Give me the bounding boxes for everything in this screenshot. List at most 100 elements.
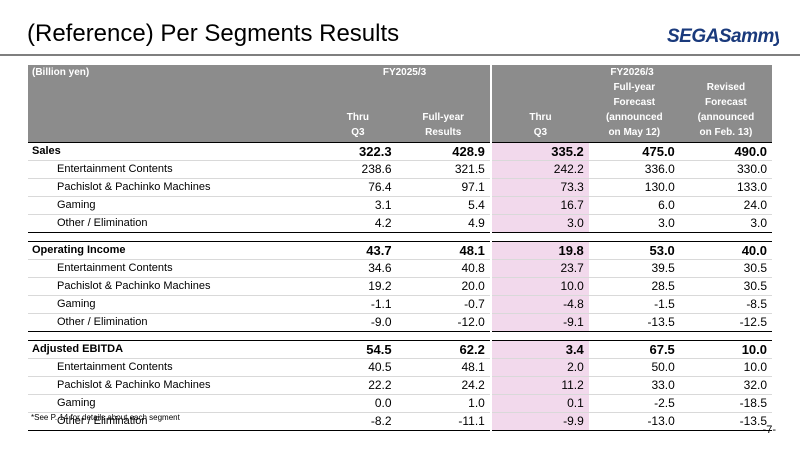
value-cell: 48.1 (396, 358, 490, 377)
value-cell: -13.5 (679, 412, 772, 431)
column-header-line: Forecast (705, 97, 747, 108)
value-cell: 1.0 (396, 394, 490, 413)
row-label: Entertainment Contents (28, 259, 320, 278)
value-cell: 32.0 (679, 376, 772, 395)
spacer-cell (492, 331, 589, 341)
value-cell: -9.1 (492, 313, 589, 332)
value-cell: -8.5 (679, 295, 772, 314)
value-cell: 10.0 (492, 277, 589, 296)
column-header-line (319, 95, 396, 110)
value-cell: 43.7 (319, 241, 397, 260)
segment-row: Other / Elimination -9.0 -12.0 -9.1 -13.5 -12… (28, 313, 772, 332)
row-label: Entertainment Contents (28, 358, 320, 377)
column-header-line (319, 80, 396, 95)
value-cell: 0.0 (319, 394, 397, 413)
value-cell: 39.5 (588, 259, 680, 278)
value-cell: 19.8 (492, 241, 589, 260)
value-cell: -0.7 (396, 295, 490, 314)
value-cell: -18.5 (679, 394, 772, 413)
spacer-cell (396, 232, 490, 242)
row-label: Pachislot & Pachinko Machines (28, 277, 320, 296)
footnote: *See P. 14 for details about each segmen… (31, 413, 180, 422)
value-cell: -1.5 (588, 295, 680, 314)
value-cell: 336.0 (588, 160, 680, 179)
spacer-cell (319, 331, 397, 341)
value-cell: -11.1 (396, 412, 490, 431)
value-cell: 133.0 (679, 178, 772, 197)
value-cell: 475.0 (588, 142, 680, 161)
value-cell: 24.2 (396, 376, 490, 395)
group-total-row: Operating Income 43.7 48.1 19.8 53.0 40.0 (28, 241, 772, 260)
column-header-line: on Feb. 13) (699, 127, 753, 138)
value-cell: -2.5 (588, 394, 680, 413)
column-header-line: Q3 (533, 127, 548, 138)
row-label: Entertainment Contents (28, 160, 320, 179)
column-header-line (397, 95, 490, 110)
value-cell: 48.1 (396, 241, 490, 260)
column-header-line: Thru (529, 112, 552, 123)
segment-row: Entertainment Contents 40.5 48.1 2.0 50.0 10.… (28, 358, 772, 377)
value-cell: 50.0 (588, 358, 680, 377)
value-cell: 3.1 (319, 196, 397, 215)
segment-results-table-container: (Billion yen) FY2025/3 FY2026/3 Thru Q3 F… (28, 65, 772, 431)
column-header-line: Thru (346, 112, 369, 123)
value-cell: 335.2 (492, 142, 589, 161)
value-cell: 16.7 (492, 196, 589, 215)
column-header-line (492, 95, 589, 110)
value-cell: -13.5 (588, 313, 680, 332)
spacer-cell (489, 232, 493, 242)
value-cell: 30.5 (679, 277, 772, 296)
value-cell: -4.8 (492, 295, 589, 314)
value-cell: 28.5 (588, 277, 680, 296)
column-header-5: Revised Forecast (announced on Feb. 13) (679, 80, 772, 143)
value-cell: 3.0 (492, 214, 589, 233)
value-cell: 67.5 (588, 340, 680, 359)
value-cell: 40.8 (396, 259, 490, 278)
segment-row: Gaming 3.1 5.4 16.7 6.0 24.0 (28, 196, 772, 215)
row-label: Other / Elimination (28, 313, 320, 332)
column-spacer (489, 214, 493, 233)
column-header-line: (announced (605, 112, 663, 123)
value-cell: 73.3 (492, 178, 589, 197)
column-spacer (489, 196, 493, 215)
value-cell: 0.1 (492, 394, 589, 413)
page-number: -7- (762, 424, 776, 436)
value-cell: -9.9 (492, 412, 589, 431)
column-spacer (489, 160, 493, 179)
row-label: Pachislot & Pachinko Machines (28, 178, 320, 197)
column-spacer (489, 295, 493, 314)
header-row-columns: Thru Q3 Full-year Results Thru Q3 Full-year F… (28, 80, 772, 143)
column-spacer (489, 376, 493, 395)
column-spacer (489, 142, 493, 161)
value-cell: -12.0 (396, 313, 490, 332)
value-cell: 10.0 (679, 358, 772, 377)
column-spacer (489, 358, 493, 377)
value-cell: 3.0 (679, 214, 772, 233)
row-label: Gaming (28, 394, 320, 413)
value-cell: 321.5 (396, 160, 490, 179)
column-spacer (489, 178, 493, 197)
value-cell: -9.0 (319, 313, 397, 332)
group-total-row: Sales 322.3 428.9 335.2 475.0 490.0 (28, 142, 772, 161)
value-cell: 5.4 (396, 196, 490, 215)
column-header-line: on May 12) (608, 127, 661, 138)
value-cell: 20.0 (396, 277, 490, 296)
value-cell: 428.9 (396, 142, 490, 161)
value-cell: 4.9 (396, 214, 490, 233)
spacer-cell (492, 232, 589, 242)
value-cell: 53.0 (588, 241, 680, 260)
spacer-cell (319, 232, 397, 242)
column-spacer (489, 241, 493, 260)
value-cell: 242.2 (492, 160, 589, 179)
spacer-cell (489, 331, 493, 341)
row-label: Operating Income (28, 241, 320, 260)
value-cell: 24.0 (679, 196, 772, 215)
value-cell: -8.2 (319, 412, 397, 431)
group-spacer-row (28, 232, 772, 242)
fy2025-header: FY2025/3 (319, 65, 490, 80)
value-cell: 4.2 (319, 214, 397, 233)
row-label: Gaming (28, 196, 320, 215)
value-cell: 30.5 (679, 259, 772, 278)
value-cell: 62.2 (396, 340, 490, 359)
spacer-cell (679, 232, 772, 242)
